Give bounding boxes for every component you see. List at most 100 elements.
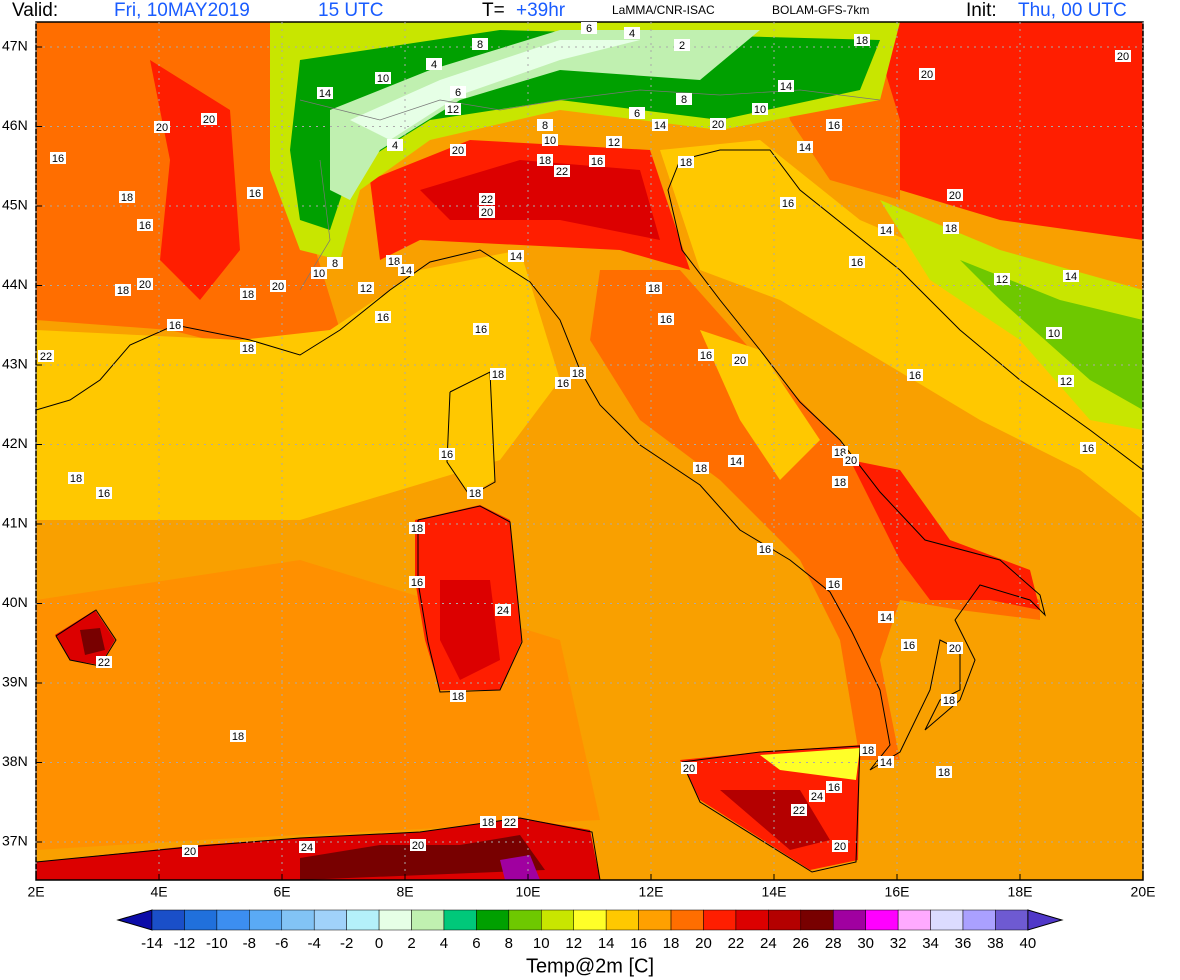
contour-label: 18 (242, 289, 254, 301)
contour-label-box (450, 86, 466, 98)
contour-label: 20 (834, 841, 846, 853)
contour-label-box (728, 455, 744, 467)
contour-label-box (678, 156, 694, 168)
contour-label: 12 (1060, 376, 1072, 388)
contour-label-box (570, 367, 586, 379)
contour-label-box (38, 350, 54, 362)
colorbar-box (638, 909, 672, 931)
colorbar-box (151, 909, 185, 931)
contour-label-box (96, 656, 112, 668)
lat-label: 40N (2, 594, 28, 610)
contour-label-box (1063, 270, 1079, 282)
init-value: Thu, 00 UTC (1018, 0, 1127, 21)
contour-label: 22 (481, 194, 493, 206)
colorbar-box (735, 909, 769, 931)
contour-label: 10 (377, 73, 389, 85)
colorbar-label: -12 (174, 935, 196, 952)
colorbar-box (832, 909, 866, 931)
lon-label: 14E (762, 884, 787, 900)
colorbar-box (573, 909, 607, 931)
contour-label-box (240, 342, 256, 354)
contour-label-box (1080, 442, 1096, 454)
colorbar-box (930, 909, 964, 931)
contour-label-box (182, 845, 198, 857)
contour-label: 22 (98, 657, 110, 669)
contour-label-box (907, 369, 923, 381)
contour-label: 16 (98, 488, 110, 500)
colorbar-box (865, 909, 899, 931)
contour-label: 18 (121, 192, 133, 204)
contour-label: 18 (539, 155, 551, 167)
contour-label-box (936, 766, 952, 778)
contour-label: 12 (447, 104, 459, 116)
colorbar-label: 40 (1020, 935, 1037, 952)
lat-label: 39N (2, 674, 28, 690)
colorbar-label: -8 (243, 935, 256, 952)
contour-label: 12 (996, 274, 1008, 286)
contour-label-box (317, 87, 333, 99)
contour-label: 16 (441, 449, 453, 461)
lead-label: T= (482, 0, 505, 21)
lead-value: +39hr (516, 0, 566, 21)
contour-label-box (809, 790, 825, 802)
contour-label: 8 (542, 120, 548, 132)
lon-label: 6E (273, 884, 290, 900)
contour-label: 14 (880, 612, 892, 624)
colorbar-label: 24 (760, 935, 777, 952)
contour-label: 16 (411, 577, 423, 589)
colorbar-label: 14 (598, 935, 615, 952)
colorbar-box (703, 909, 737, 931)
colorbar-box (281, 909, 315, 931)
contour-label: 20 (412, 840, 424, 852)
colorbar-box (411, 909, 445, 931)
contour-label: 16 (249, 188, 261, 200)
contour-label: 16 (828, 579, 840, 591)
contour-label: 14 (1065, 271, 1077, 283)
map-field (36, 22, 1143, 880)
contour-label-box (398, 264, 414, 276)
contour-label: 20 (734, 355, 746, 367)
lon-label: 8E (396, 884, 413, 900)
contour-label: 20 (452, 145, 464, 157)
contour-label-box (698, 349, 714, 361)
lon-label: 4E (150, 884, 167, 900)
lon-label: 18E (1008, 884, 1033, 900)
contour-label: 16 (828, 120, 840, 132)
contour-label: 16 (591, 156, 603, 168)
contour-label-box (508, 250, 524, 262)
contour-label: 16 (377, 312, 389, 324)
contour-label-box (426, 58, 442, 70)
contour-label: 24 (301, 842, 313, 854)
colorbar-box (800, 909, 834, 931)
contour-label: 4 (392, 140, 398, 152)
contour-label-box (791, 804, 807, 816)
lon-label: 20E (1131, 884, 1156, 900)
contour-label-box (467, 487, 483, 499)
contour-label: 18 (856, 35, 868, 47)
colorbar-box (541, 909, 574, 931)
lat-label: 42N (2, 435, 28, 451)
contour-label: 14 (880, 757, 892, 769)
contour-label: 20 (949, 190, 961, 202)
contour-label: 16 (557, 378, 569, 390)
contour-label: 20 (481, 207, 493, 219)
contour-label-box (878, 611, 894, 623)
contour-label: 18 (232, 731, 244, 743)
colorbar-box (995, 909, 1029, 931)
contour-label-box (674, 39, 690, 51)
contour-label-box (797, 141, 813, 153)
colorbar-box (184, 909, 218, 931)
lat-label: 46N (2, 117, 28, 133)
contour-label: 18 (945, 223, 957, 235)
contour-label-box (947, 189, 963, 201)
contour-label: 18 (411, 523, 423, 535)
contour-label-box (652, 119, 668, 131)
contour-label: 2 (679, 40, 685, 52)
init-label: Init: (966, 0, 997, 21)
contour-label-box (119, 191, 135, 203)
contour-label-box (658, 313, 674, 325)
contour-label: 22 (793, 805, 805, 817)
colorbar-box (378, 909, 412, 931)
contour-label-box (555, 377, 571, 389)
